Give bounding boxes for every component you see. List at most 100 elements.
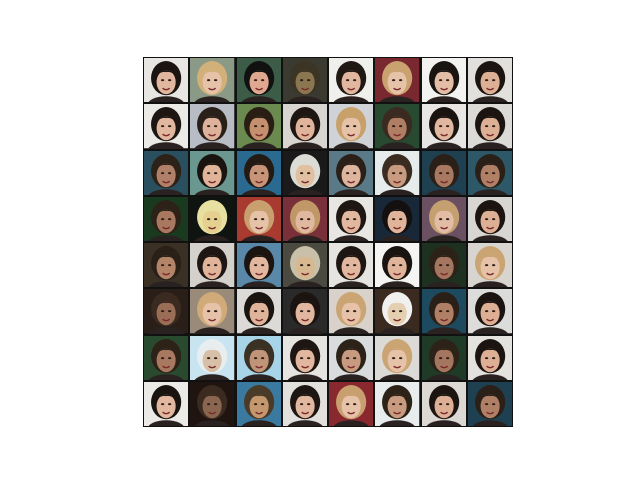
face-tile <box>190 104 235 149</box>
face-tile <box>467 243 512 288</box>
face-thumbnail <box>282 58 327 103</box>
face-tile <box>144 104 189 149</box>
face-tile <box>190 196 235 241</box>
face-thumbnail <box>375 335 420 380</box>
face-thumbnail <box>236 289 281 334</box>
face-tile <box>282 243 327 288</box>
face-tile <box>236 58 281 103</box>
face-tile <box>329 58 374 103</box>
face-tile <box>282 150 327 195</box>
face-thumbnail <box>144 150 189 195</box>
face-thumbnail <box>329 150 374 195</box>
face-tile <box>375 381 420 426</box>
face-tile <box>375 243 420 288</box>
face-thumbnail <box>190 58 235 103</box>
face-tile <box>467 58 512 103</box>
face-thumbnail <box>282 150 327 195</box>
face-thumbnail <box>236 104 281 149</box>
face-thumbnail <box>467 104 512 149</box>
face-tile <box>144 381 189 426</box>
face-thumbnail <box>329 289 374 334</box>
face-thumbnail <box>329 104 374 149</box>
face-thumbnail <box>236 58 281 103</box>
face-tile <box>421 335 466 380</box>
face-tile <box>144 335 189 380</box>
face-thumbnail <box>375 243 420 288</box>
face-thumbnail <box>236 381 281 426</box>
face-tile <box>375 150 420 195</box>
face-thumbnail <box>144 381 189 426</box>
face-thumbnail <box>282 381 327 426</box>
face-tile <box>467 381 512 426</box>
face-thumbnail <box>236 335 281 380</box>
face-tile <box>329 289 374 334</box>
face-tile <box>144 289 189 334</box>
face-tile <box>421 289 466 334</box>
face-thumbnail <box>375 196 420 241</box>
face-tile <box>329 243 374 288</box>
face-tile <box>144 196 189 241</box>
face-thumbnail <box>144 196 189 241</box>
face-thumbnail <box>329 196 374 241</box>
face-thumbnail <box>375 150 420 195</box>
face-tile <box>282 381 327 426</box>
face-thumbnail <box>467 289 512 334</box>
face-thumbnail <box>467 381 512 426</box>
face-thumbnail <box>421 150 466 195</box>
face-thumbnail <box>282 243 327 288</box>
face-thumbnail <box>421 196 466 241</box>
face-tile <box>375 289 420 334</box>
face-tile <box>421 58 466 103</box>
face-tile <box>282 58 327 103</box>
face-thumbnail <box>190 196 235 241</box>
face-thumbnail <box>190 243 235 288</box>
face-thumbnail <box>467 243 512 288</box>
face-thumbnail <box>375 381 420 426</box>
face-tile <box>144 58 189 103</box>
face-tile <box>329 104 374 149</box>
face-thumbnail <box>375 289 420 334</box>
face-tile <box>282 104 327 149</box>
face-thumbnail <box>144 58 189 103</box>
face-tile <box>282 289 327 334</box>
face-thumbnail <box>375 104 420 149</box>
face-tile <box>236 289 281 334</box>
face-thumbnail <box>190 289 235 334</box>
face-tile <box>329 196 374 241</box>
face-tile <box>236 150 281 195</box>
face-thumbnail <box>329 335 374 380</box>
face-thumbnail <box>190 381 235 426</box>
face-thumbnail <box>467 335 512 380</box>
face-thumbnail <box>144 104 189 149</box>
face-tile <box>190 289 235 334</box>
face-thumbnail <box>190 335 235 380</box>
face-tile <box>467 104 512 149</box>
face-tile <box>190 58 235 103</box>
face-tile <box>375 196 420 241</box>
face-thumbnail <box>421 381 466 426</box>
face-tile <box>282 196 327 241</box>
face-thumbnail <box>236 196 281 241</box>
face-tile <box>467 289 512 334</box>
face-thumbnail <box>329 381 374 426</box>
face-thumbnail <box>421 243 466 288</box>
face-thumbnail <box>236 150 281 195</box>
face-tile <box>375 335 420 380</box>
face-tile <box>329 381 374 426</box>
face-tile <box>421 381 466 426</box>
face-tile <box>236 381 281 426</box>
face-thumbnail <box>144 335 189 380</box>
face-tile <box>375 58 420 103</box>
face-tile <box>236 335 281 380</box>
face-thumbnail <box>329 58 374 103</box>
face-tile <box>421 104 466 149</box>
face-tile <box>467 196 512 241</box>
face-thumbnail <box>282 289 327 334</box>
face-thumbnail <box>282 335 327 380</box>
face-tile <box>144 243 189 288</box>
image-grid <box>143 57 513 427</box>
face-tile <box>144 150 189 195</box>
face-tile <box>190 335 235 380</box>
face-tile <box>467 150 512 195</box>
face-thumbnail <box>421 335 466 380</box>
